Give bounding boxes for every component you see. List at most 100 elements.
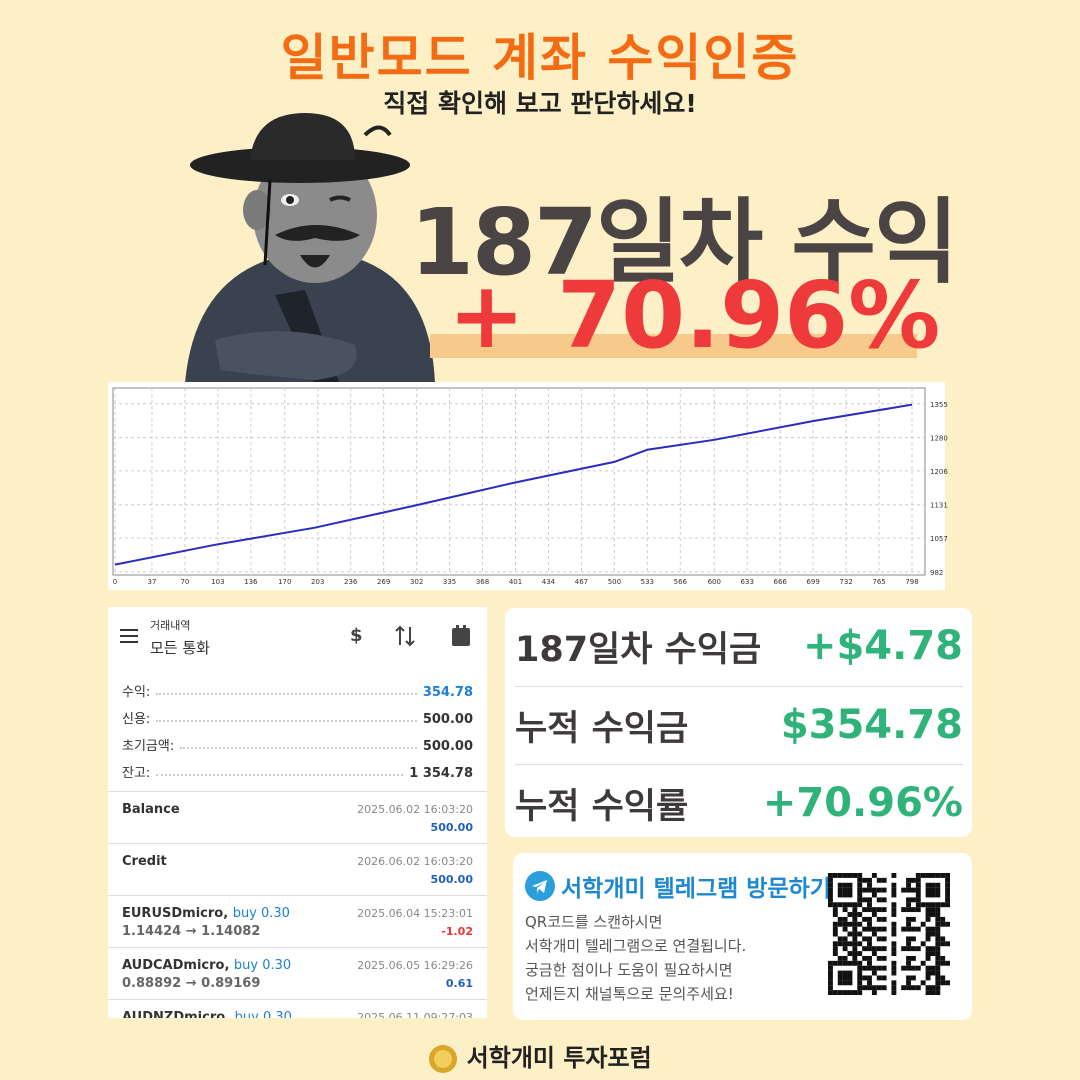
qr-module — [935, 951, 941, 956]
summary-row: 수익: 354.78 — [122, 673, 473, 700]
qr-module — [842, 926, 848, 932]
qr-module — [828, 970, 833, 976]
qr-module — [876, 965, 882, 971]
qr-module — [842, 892, 848, 898]
x-tick-label: 765 — [872, 578, 885, 586]
qr-module — [867, 946, 872, 952]
qr-module — [940, 936, 946, 942]
qr-module — [915, 897, 921, 903]
qr-module — [857, 902, 863, 908]
qr-module — [910, 955, 916, 961]
qr-module — [828, 965, 833, 971]
telegram-icon[interactable] — [525, 871, 555, 901]
deal-profit: 0.61 — [445, 977, 473, 990]
x-tick-label: 335 — [443, 578, 456, 586]
qr-module — [847, 941, 853, 947]
qr-module — [842, 936, 848, 942]
qr-module — [871, 990, 877, 995]
qr-module — [940, 916, 946, 922]
summary-value: 500.00 — [422, 712, 473, 727]
qr-module — [842, 921, 848, 927]
deal-time: 2025.06.04 15:23:01 — [357, 907, 473, 920]
qr-module — [901, 965, 907, 971]
qr-module — [857, 970, 863, 976]
qr-module — [915, 965, 921, 971]
leader — [180, 747, 417, 749]
qr-module — [945, 877, 950, 883]
qr-module — [906, 916, 911, 922]
qr-module — [876, 985, 882, 991]
qr-module — [920, 960, 926, 966]
qr-module — [837, 882, 843, 888]
qr-module — [857, 887, 863, 893]
qr-module — [891, 926, 897, 932]
qr-module — [935, 926, 941, 932]
qr-module — [925, 912, 931, 917]
menu-icon[interactable] — [120, 629, 138, 643]
qr-module — [906, 960, 911, 966]
qr-module — [906, 897, 911, 903]
qr-module — [910, 965, 916, 971]
qr-module — [930, 882, 936, 888]
deal-symbol: Balance — [122, 802, 180, 817]
deal-prices: 1.14424 → 1.14082 — [122, 924, 261, 939]
qr-module — [906, 882, 911, 888]
qr-module — [847, 980, 853, 986]
qr-module — [925, 892, 931, 898]
qr-module — [920, 921, 926, 927]
brand-name: 서학개미 투자포럼 — [466, 1044, 652, 1072]
qr-module — [837, 990, 843, 995]
telegram-title[interactable]: 서학개미 텔레그램 방문하기 — [561, 876, 831, 902]
deal-symbol: Credit — [122, 854, 167, 869]
leader — [156, 720, 417, 722]
qr-module — [930, 912, 936, 917]
qr-module — [925, 951, 931, 956]
qr-module — [857, 941, 863, 947]
qr-module — [940, 955, 946, 961]
deal-time: 2025.06.05 16:29:26 — [357, 959, 473, 972]
qr-code[interactable] — [828, 873, 950, 995]
qr-module — [862, 916, 868, 922]
qr-module — [871, 951, 877, 956]
qr-module — [906, 955, 911, 961]
qr-module — [857, 882, 863, 888]
qr-module — [881, 965, 887, 971]
leader — [156, 693, 417, 695]
qr-module — [935, 970, 941, 976]
toolbar-icons[interactable]: $ — [340, 623, 480, 649]
results-card: 187일차 수익금 +$4.78 누적 수익금 $354.78 누적 수익률 +70.96… — [505, 608, 972, 837]
qr-module — [832, 941, 838, 947]
qr-module — [881, 985, 887, 991]
qr-module — [852, 916, 858, 922]
qr-module — [915, 882, 921, 888]
qr-module — [857, 892, 863, 898]
qr-module — [925, 965, 931, 971]
qr-module — [828, 960, 833, 966]
brand-logo — [429, 1045, 458, 1073]
qr-module — [832, 951, 838, 956]
result-value: $354.78 — [780, 702, 963, 748]
qr-module — [837, 887, 843, 893]
qr-module — [881, 975, 887, 981]
qr-module — [847, 902, 853, 908]
qr-module — [906, 907, 911, 913]
qr-module — [847, 921, 853, 927]
qr-module — [930, 887, 936, 893]
deal-row: AUDNZDmicro, buy 0.30 2025.06.11 09:27:03 — [108, 999, 487, 1018]
qr-module — [852, 941, 858, 947]
deal-row: Credit 2026.06.02 16:03:20 500.00 — [108, 843, 487, 895]
qr-module — [862, 965, 868, 971]
qr-module — [915, 946, 921, 952]
x-tick-label: 533 — [641, 578, 654, 586]
qr-module — [925, 955, 931, 961]
result-label: 187일차 수익금 — [515, 629, 762, 670]
qr-module — [852, 990, 858, 995]
qr-module — [881, 936, 887, 942]
qr-module — [876, 926, 882, 932]
qr-module — [935, 955, 941, 961]
qr-module — [906, 980, 911, 986]
qr-module — [867, 902, 872, 908]
qr-module — [852, 960, 858, 966]
qr-module — [915, 902, 921, 908]
qr-module — [857, 921, 863, 927]
